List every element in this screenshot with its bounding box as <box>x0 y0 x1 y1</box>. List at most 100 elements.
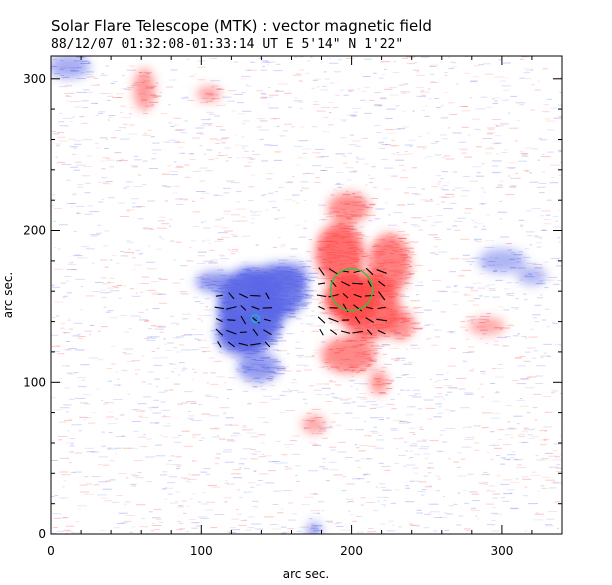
noise-speck-negative <box>476 175 484 177</box>
negative-texture-streak <box>304 297 312 299</box>
noise-speck-positive <box>134 369 141 371</box>
negative-texture-streak <box>270 343 278 345</box>
positive-texture-streak <box>388 270 398 272</box>
negative-texture-streak <box>228 303 234 305</box>
negative-texture-streak <box>70 70 80 72</box>
noise-speck-negative <box>209 357 215 359</box>
positive-texture-streak <box>329 207 339 209</box>
negative-texture-streak <box>255 370 265 372</box>
noise-speck-negative <box>492 98 495 100</box>
chart-title: Solar Flare Telescope (MTK) : vector mag… <box>51 17 432 35</box>
noise-speck-negative <box>157 293 166 295</box>
noise-speck-negative <box>375 406 384 408</box>
negative-texture-streak <box>245 348 255 350</box>
negative-texture-streak <box>214 291 224 293</box>
noise-speck-positive <box>532 393 542 395</box>
vector-mark-positive <box>328 317 339 323</box>
noise-speck-negative <box>131 409 138 411</box>
negative-texture-streak <box>267 278 271 280</box>
noise-speck-negative <box>80 286 84 287</box>
negative-texture-streak <box>286 299 292 300</box>
noise-speck-negative <box>527 235 533 237</box>
noise-speck-positive <box>242 429 251 431</box>
positive-texture-streak <box>369 314 376 316</box>
positive-texture-streak <box>334 242 340 244</box>
noise-speck-negative <box>382 137 389 139</box>
positive-texture-streak <box>335 292 344 294</box>
noise-speck-negative <box>371 166 376 168</box>
noise-speck-negative <box>90 234 100 236</box>
negative-texture-streak <box>513 254 523 256</box>
positive-texture-streak <box>346 233 355 235</box>
noise-speck-negative <box>513 459 519 460</box>
positive-texture-streak <box>361 204 366 206</box>
negative-texture-streak <box>274 373 285 375</box>
positive-texture-streak <box>325 298 330 300</box>
noise-speck-positive <box>315 177 320 179</box>
negative-texture-streak <box>51 67 53 69</box>
negative-texture-streak <box>281 277 288 279</box>
noise-speck-negative <box>110 259 113 261</box>
negative-texture-streak <box>243 317 250 319</box>
negative-texture-streak <box>235 292 245 294</box>
noise-speck-negative <box>427 467 430 469</box>
noise-speck-negative <box>216 434 219 436</box>
noise-speck-negative <box>312 512 319 514</box>
noise-speck-negative <box>252 500 259 502</box>
noise-speck-negative <box>113 399 123 400</box>
negative-texture-streak <box>272 313 278 315</box>
noise-speck-negative <box>288 519 297 521</box>
positive-texture-streak <box>343 310 349 312</box>
positive-texture-streak <box>341 298 346 300</box>
noise-speck-positive <box>179 522 184 524</box>
noise-speck-negative <box>433 237 440 238</box>
positive-texture-streak <box>397 270 404 271</box>
positive-texture-streak <box>390 292 399 294</box>
negative-texture-streak <box>278 283 287 285</box>
noise-speck-negative <box>462 352 470 354</box>
noise-speck-positive <box>192 368 195 370</box>
negative-texture-streak <box>267 317 274 318</box>
positive-texture-streak <box>357 214 368 216</box>
noise-speck-negative <box>321 387 331 389</box>
positive-texture-streak <box>400 312 410 314</box>
noise-speck-negative <box>537 186 546 188</box>
noise-speck-positive <box>402 234 410 236</box>
vector-mark-negative <box>226 306 237 310</box>
negative-texture-streak <box>289 302 294 304</box>
negative-texture-streak <box>230 311 239 313</box>
noise-speck-negative <box>435 106 441 108</box>
noise-speck-negative <box>126 69 137 71</box>
noise-speck-negative <box>295 347 303 349</box>
negative-texture-streak <box>261 348 268 350</box>
noise-speck-negative <box>51 284 55 286</box>
noise-speck-negative <box>404 282 409 284</box>
noise-speck-negative <box>259 138 264 140</box>
noise-speck-negative <box>70 445 74 447</box>
noise-speck-negative <box>403 465 407 467</box>
negative-texture-streak <box>288 316 296 318</box>
noise-speck-negative <box>168 476 178 478</box>
noise-speck-positive <box>460 195 468 197</box>
noise-speck-positive <box>154 325 162 327</box>
positive-texture-streak <box>354 321 358 323</box>
noise-speck-positive <box>551 481 559 483</box>
noise-speck-positive <box>503 479 513 481</box>
negative-texture-streak <box>232 301 242 303</box>
noise-speck-negative <box>436 203 440 205</box>
noise-speck-negative <box>146 481 152 483</box>
positive-texture-streak <box>384 286 391 288</box>
noise-speck-negative <box>311 355 315 357</box>
noise-speck-negative <box>539 192 545 194</box>
noise-speck-negative <box>556 259 560 261</box>
positive-texture-streak <box>342 311 346 313</box>
negative-texture-streak <box>231 291 241 293</box>
noise-speck-negative <box>347 152 353 154</box>
noise-speck-negative <box>71 443 74 445</box>
noise-speck-negative <box>272 504 279 505</box>
noise-speck-positive <box>425 338 429 340</box>
noise-speck-positive <box>91 84 100 86</box>
noise-speck-negative <box>462 190 470 192</box>
noise-speck-positive <box>486 127 496 129</box>
negative-texture-streak <box>248 342 252 344</box>
